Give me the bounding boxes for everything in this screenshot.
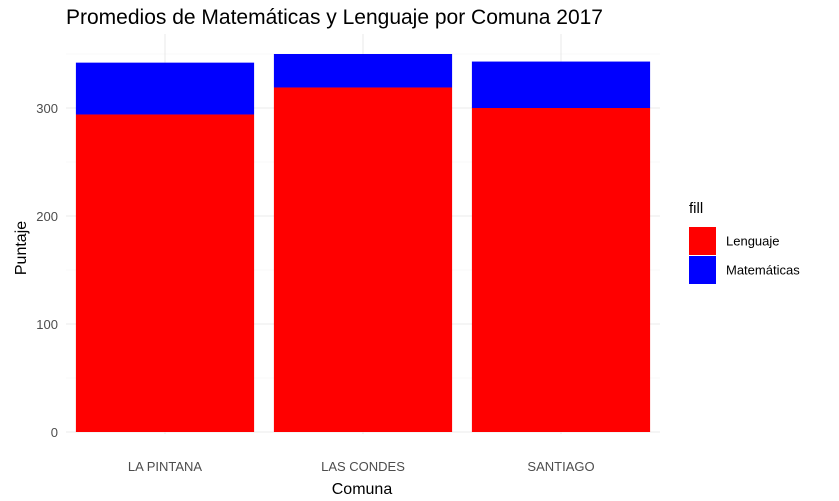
bars bbox=[75, 54, 651, 432]
bar-lenguaje-santiago bbox=[471, 108, 651, 432]
bar-matem-ticas-la-pintana bbox=[75, 62, 255, 115]
legend-title: fill bbox=[689, 200, 703, 217]
y-tick-label: 0 bbox=[51, 425, 58, 440]
y-axis-title: Puntaje bbox=[13, 221, 30, 275]
y-axis: 0 100 200 300 bbox=[36, 101, 58, 440]
legend: fill Lenguaje Matemáticas bbox=[689, 200, 800, 284]
bar-matem-ticas-santiago bbox=[471, 61, 651, 108]
x-tick-label: LAS CONDES bbox=[321, 459, 405, 474]
legend-label: Lenguaje bbox=[726, 234, 780, 249]
x-axis-title: Comuna bbox=[332, 481, 393, 498]
legend-key-matem-ticas bbox=[689, 256, 716, 284]
legend-label: Matemáticas bbox=[726, 263, 800, 278]
legend-key-lenguaje bbox=[689, 227, 716, 255]
bar-lenguaje-la-pintana bbox=[75, 114, 255, 432]
y-tick-label: 300 bbox=[36, 101, 58, 116]
x-axis: LA PINTANA LAS CONDES SANTIAGO bbox=[128, 459, 595, 474]
y-tick-label: 100 bbox=[36, 317, 58, 332]
bar-lenguaje-las-condes bbox=[273, 87, 453, 432]
x-tick-label: LA PINTANA bbox=[128, 459, 203, 474]
chart-title: Promedios de Matemáticas y Lenguaje por … bbox=[66, 6, 603, 29]
x-tick-label: SANTIAGO bbox=[527, 459, 594, 474]
y-tick-label: 200 bbox=[36, 209, 58, 224]
bar-matem-ticas-las-condes bbox=[273, 54, 453, 88]
